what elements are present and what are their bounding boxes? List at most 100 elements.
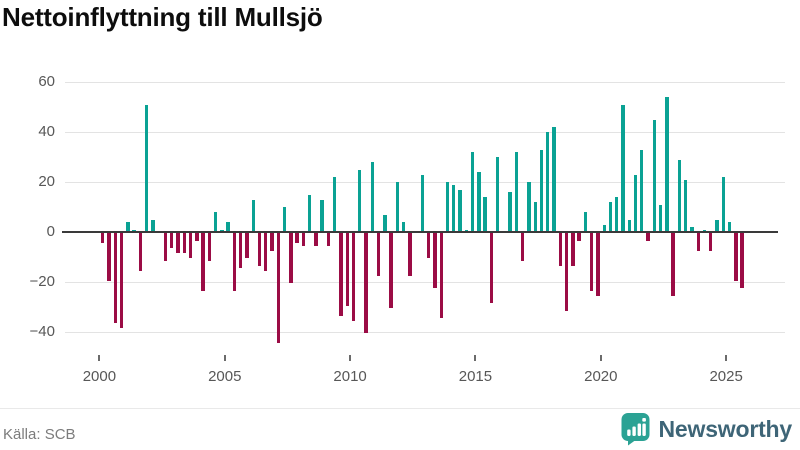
bar-negative bbox=[433, 233, 437, 288]
bar-positive bbox=[615, 197, 619, 232]
bar-positive bbox=[445, 182, 450, 232]
x-axis-tick bbox=[474, 355, 477, 361]
x-axis-label: 2005 bbox=[208, 368, 242, 385]
brand-logo: Newsworthy bbox=[621, 412, 792, 446]
grid-line bbox=[65, 281, 785, 283]
bar-positive bbox=[470, 152, 475, 232]
bar-negative bbox=[351, 233, 356, 321]
bar-negative bbox=[119, 233, 124, 328]
bar-negative bbox=[571, 233, 575, 266]
grid-line bbox=[65, 131, 785, 133]
bar-negative bbox=[589, 233, 594, 291]
bar-negative bbox=[345, 233, 349, 306]
grid-line bbox=[65, 331, 785, 333]
bar-negative bbox=[389, 233, 393, 308]
bar-negative bbox=[201, 233, 205, 291]
bar-positive bbox=[251, 199, 255, 232]
zero-axis-line bbox=[62, 231, 778, 233]
bar-positive bbox=[677, 159, 682, 232]
bar-positive bbox=[307, 194, 312, 232]
bar-positive bbox=[226, 222, 230, 232]
bar-negative bbox=[289, 233, 293, 283]
bar-positive bbox=[633, 174, 638, 232]
x-axis-tick bbox=[98, 355, 101, 361]
bar-positive bbox=[546, 132, 550, 232]
bar-negative bbox=[195, 233, 199, 241]
bar-negative bbox=[408, 233, 412, 276]
bar-negative bbox=[257, 233, 262, 266]
bar-negative bbox=[740, 233, 744, 288]
bar-negative bbox=[176, 233, 180, 253]
bar-negative bbox=[339, 233, 343, 316]
bar-positive bbox=[721, 177, 725, 232]
bar-negative bbox=[101, 233, 105, 243]
bar-negative bbox=[264, 233, 268, 271]
bar-positive bbox=[533, 202, 537, 232]
bar-positive bbox=[477, 172, 481, 232]
bar-negative bbox=[245, 233, 249, 258]
bar-negative bbox=[521, 233, 525, 261]
bar-positive bbox=[320, 199, 324, 232]
newsworthy-speech-bubble-bar-chart-icon bbox=[621, 413, 650, 446]
source-credit: Källa: SCB bbox=[3, 426, 76, 443]
bar-positive bbox=[358, 169, 362, 232]
grid-line bbox=[65, 81, 785, 83]
bar-negative bbox=[646, 233, 650, 241]
bar-negative bbox=[326, 233, 331, 246]
bar-positive bbox=[727, 222, 732, 232]
bar-positive bbox=[495, 157, 500, 232]
bar-positive bbox=[213, 212, 218, 232]
bar-positive bbox=[652, 119, 657, 232]
x-axis-label: 2010 bbox=[333, 368, 367, 385]
bar-positive bbox=[583, 212, 588, 232]
bar-positive bbox=[370, 162, 374, 232]
bar-positive bbox=[452, 184, 456, 232]
y-axis-label: 40 bbox=[38, 123, 55, 140]
bar-negative bbox=[376, 233, 381, 276]
y-axis-label: −40 bbox=[29, 323, 55, 340]
bar-negative bbox=[734, 233, 738, 281]
bar-positive bbox=[690, 227, 694, 232]
bar-positive bbox=[539, 149, 544, 232]
bar-negative bbox=[232, 233, 237, 291]
bar-negative bbox=[709, 233, 713, 251]
bar-positive bbox=[332, 177, 337, 232]
bar-positive bbox=[640, 149, 644, 232]
bar-negative bbox=[596, 233, 600, 296]
bar-negative bbox=[276, 233, 280, 343]
bar-positive bbox=[464, 229, 468, 232]
bar-positive bbox=[220, 229, 224, 232]
bar-positive bbox=[608, 202, 613, 232]
bar-negative bbox=[301, 233, 306, 246]
bar-positive bbox=[282, 207, 287, 232]
bar-negative bbox=[270, 233, 274, 251]
bar-negative bbox=[314, 233, 318, 246]
x-axis-label: 2025 bbox=[709, 368, 743, 385]
bar-negative bbox=[577, 233, 581, 241]
bar-negative bbox=[427, 233, 431, 258]
bar-negative bbox=[439, 233, 443, 318]
bar-negative bbox=[163, 233, 168, 261]
bar-positive bbox=[602, 224, 606, 232]
y-axis-label: 60 bbox=[38, 73, 55, 90]
bar-positive bbox=[395, 182, 400, 232]
bar-positive bbox=[683, 179, 688, 232]
bar-positive bbox=[658, 204, 663, 232]
bar-positive bbox=[715, 219, 719, 232]
bar-positive bbox=[552, 127, 556, 232]
bar-negative bbox=[113, 233, 118, 323]
bar-negative bbox=[238, 233, 243, 268]
footer-divider bbox=[0, 408, 800, 409]
bar-positive bbox=[458, 189, 462, 232]
grid-line bbox=[65, 181, 785, 183]
bar-positive bbox=[527, 182, 531, 232]
bar-positive bbox=[508, 192, 512, 232]
bar-negative bbox=[207, 233, 212, 261]
bar-negative bbox=[564, 233, 569, 311]
bar-positive bbox=[702, 229, 707, 232]
bar-positive bbox=[126, 222, 130, 232]
bar-positive bbox=[132, 229, 136, 232]
x-axis-label: 2000 bbox=[82, 368, 117, 385]
bar-positive bbox=[483, 197, 487, 232]
